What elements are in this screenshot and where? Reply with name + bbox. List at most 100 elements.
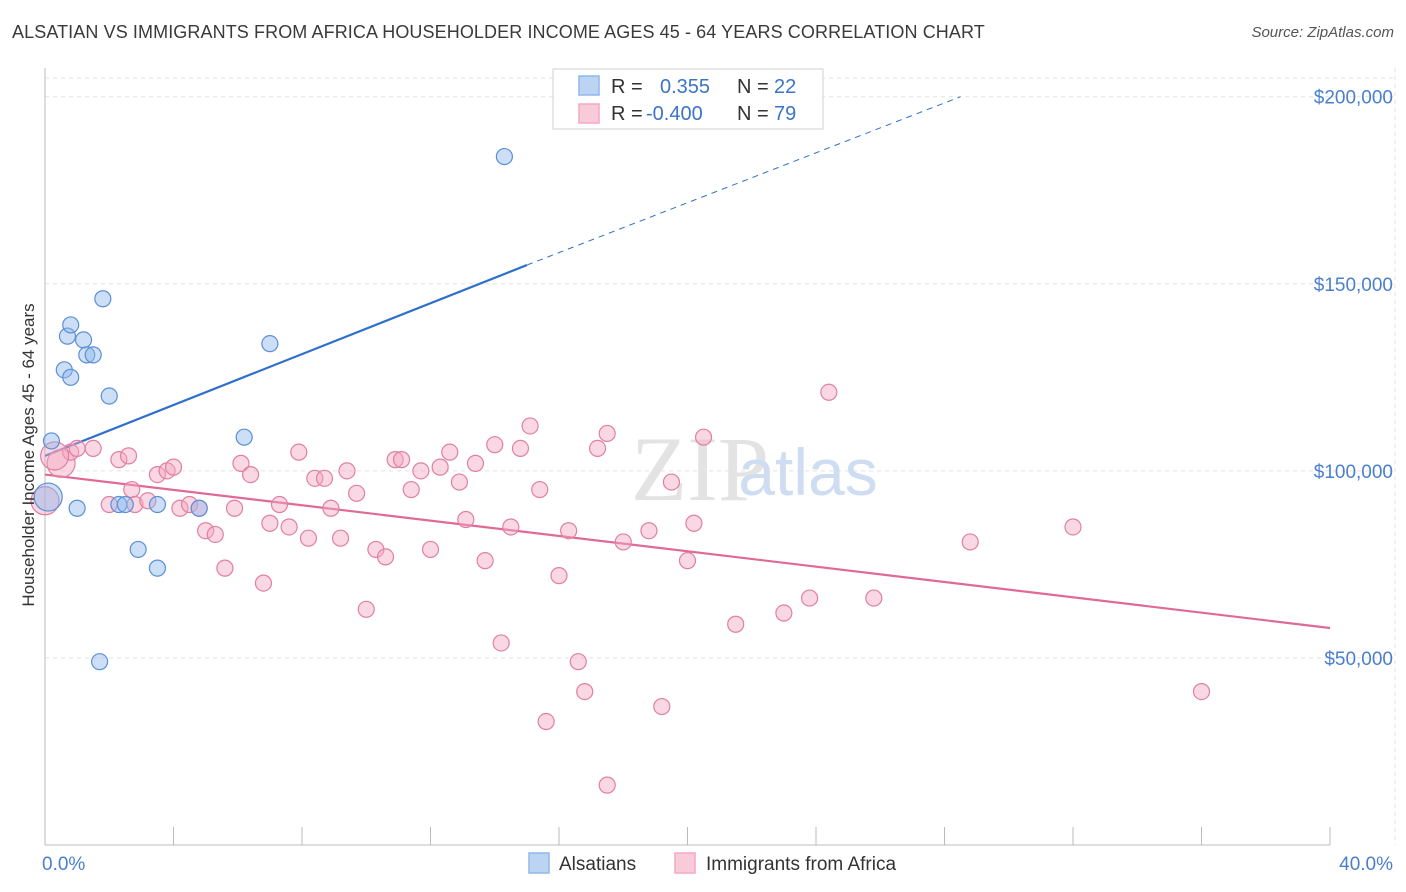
- point-alsatians-18: [495, 147, 513, 166]
- point-africa-31: [322, 499, 340, 517]
- point-africa-49: [486, 436, 504, 454]
- point-africa-42: [421, 540, 440, 559]
- watermark-atlas: atlas: [738, 435, 877, 509]
- point-africa-0: [30, 486, 60, 516]
- point-africa-19: [216, 559, 234, 577]
- point-alsatians-15: [190, 499, 208, 517]
- point-africa-33: [338, 462, 356, 480]
- point-africa-72: [800, 589, 819, 607]
- point-africa-27: [290, 443, 308, 461]
- point-africa-13: [164, 458, 183, 476]
- point-africa-8: [123, 480, 141, 499]
- point-alsatians-19: [91, 653, 109, 671]
- point-africa-40: [402, 480, 420, 499]
- point-alsatians-12: [129, 540, 147, 559]
- point-africa-78: [40, 441, 70, 471]
- legend-swatch-alsatians: [578, 75, 600, 96]
- legend-r-label-2: R =: [611, 103, 643, 125]
- trend-lines: [44, 96, 1331, 630]
- point-alsatians-7: [84, 346, 102, 364]
- point-africa-17: [197, 522, 215, 540]
- legend-box: R = 0.355 N = 22 R = -0.400 N = 79: [552, 68, 824, 130]
- legend-r-value-1: 0.355: [660, 76, 710, 98]
- point-africa-26: [280, 518, 298, 536]
- point-africa-50: [492, 634, 510, 652]
- legend-n-value-1: 22: [774, 76, 796, 98]
- point-africa-39: [392, 451, 411, 469]
- point-africa-15: [180, 495, 199, 514]
- point-africa-45: [450, 473, 469, 491]
- chart-title: ALSATIAN VS IMMIGRANTS FROM AFRICA HOUSE…: [12, 22, 985, 42]
- point-africa-48: [476, 552, 494, 570]
- x-tick-labels: 0.0% 40.0%: [42, 854, 1393, 875]
- point-africa-70: [727, 615, 745, 633]
- legend-n-label-1: N =: [737, 76, 769, 98]
- point-africa-25: [270, 495, 289, 514]
- legend-n-label-2: N =: [737, 103, 769, 125]
- point-africa-77: [1192, 682, 1211, 701]
- point-africa-22: [242, 465, 260, 484]
- point-africa-56: [550, 567, 568, 585]
- point-africa-34: [348, 484, 366, 502]
- point-africa-43: [431, 458, 449, 476]
- trend-line-alsatians-extension: [526, 96, 961, 266]
- point-africa-32: [331, 529, 350, 547]
- point-africa-51: [502, 518, 520, 536]
- data-points: [30, 147, 1211, 794]
- point-africa-20: [225, 499, 244, 517]
- point-alsatians-4: [62, 368, 80, 386]
- point-africa-10: [139, 492, 157, 510]
- point-africa-61: [598, 424, 616, 443]
- point-alsatians-9: [100, 387, 118, 405]
- point-africa-47: [466, 454, 485, 472]
- point-alsatians-17: [261, 335, 279, 353]
- legend-r-label-1: R =: [611, 76, 643, 98]
- y-tick-label-1: $100,000: [1314, 462, 1393, 483]
- point-alsatians-5: [74, 331, 93, 349]
- point-alsatians-11: [116, 495, 134, 514]
- bottom-legend-swatch-alsatians: [528, 852, 550, 874]
- point-africa-41: [412, 462, 430, 480]
- y-axis-title: Householder Income Ages 45 - 64 years: [19, 303, 38, 606]
- point-africa-65: [653, 697, 671, 716]
- y-tick-label-0: $50,000: [1324, 649, 1393, 670]
- point-africa-71: [775, 604, 793, 622]
- point-alsatians-16: [235, 428, 253, 446]
- point-africa-69: [694, 428, 713, 446]
- x-tick-label-0: 0.0%: [42, 854, 85, 875]
- point-africa-62: [598, 776, 616, 794]
- point-africa-38: [386, 451, 404, 469]
- trend-line-africa: [44, 473, 1331, 630]
- point-africa-60: [588, 439, 607, 458]
- axes: [44, 68, 1331, 846]
- legend-r-value-2: -0.400: [646, 103, 703, 125]
- point-africa-52: [511, 439, 530, 458]
- point-africa-64: [640, 522, 658, 540]
- bottom-legend-swatch-africa: [674, 852, 696, 874]
- bottom-legend-label-alsatians: Alsatians: [559, 854, 636, 875]
- y-tick-label-2: $150,000: [1314, 275, 1393, 296]
- point-africa-35: [357, 600, 375, 618]
- point-africa-58: [569, 653, 587, 671]
- point-alsatians-6: [78, 346, 96, 364]
- point-africa-18: [206, 525, 224, 544]
- point-africa-7: [119, 447, 138, 465]
- point-africa-76: [1064, 518, 1082, 536]
- legend-swatch-africa: [578, 103, 600, 124]
- point-africa-66: [662, 473, 681, 491]
- point-africa-4: [84, 439, 102, 458]
- point-alsatians-13: [148, 559, 167, 577]
- watermark-zip: ZIP: [631, 418, 769, 520]
- point-africa-67: [678, 552, 697, 570]
- point-africa-28: [299, 529, 318, 547]
- point-africa-21: [232, 454, 250, 472]
- x-tick-label-1: 40.0%: [1339, 854, 1393, 875]
- point-africa-29: [306, 469, 324, 487]
- point-africa-14: [171, 499, 189, 517]
- point-africa-53: [521, 417, 539, 435]
- point-africa-68: [685, 514, 703, 532]
- point-alsatians-2: [58, 327, 77, 345]
- point-africa-55: [537, 712, 555, 731]
- point-alsatians-3: [62, 316, 80, 334]
